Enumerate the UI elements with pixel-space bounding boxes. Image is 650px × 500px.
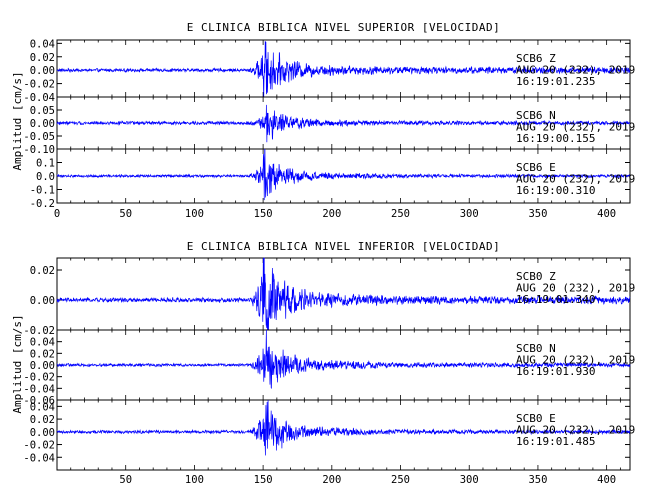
x-tick-label: 150 — [254, 208, 273, 220]
y-tick-label: -0.04 — [23, 92, 55, 104]
seismic-trace — [56, 148, 631, 201]
trace-start-time: 16:19:01.930 — [516, 365, 595, 378]
y-tick-label: 0.00 — [30, 427, 55, 439]
y-tick-label: -0.02 — [23, 79, 55, 91]
x-tick-label: 50 — [119, 208, 132, 220]
trace-start-time: 16:19:00.155 — [516, 132, 595, 145]
y-tick-label: -0.05 — [23, 131, 55, 143]
x-tick-label: 200 — [322, 208, 341, 220]
trace-start-time: 16:19:01.235 — [516, 75, 595, 88]
chart-title: E CLINICA BIBLICA NIVEL INFERIOR [VELOCI… — [187, 240, 500, 253]
y-tick-label: 0.02 — [30, 265, 55, 277]
x-tick-label: 50 — [119, 474, 132, 486]
trace-name: SCB0 E — [516, 412, 556, 425]
x-tick-label: 350 — [528, 474, 547, 486]
y-tick-label: 0.00 — [30, 360, 55, 372]
y-axis-label: Amplitud [cm/s] — [11, 314, 24, 413]
trace-name: SCB0 N — [516, 342, 556, 355]
trace-date: AUG 20 (232), 2019 — [516, 173, 635, 186]
trace-name: SCB6 Z — [516, 52, 556, 65]
seismic-trace — [56, 329, 631, 389]
x-tick-label: 250 — [391, 208, 410, 220]
y-tick-label: 0.0 — [36, 171, 55, 183]
x-tick-label: 400 — [597, 208, 616, 220]
y-tick-label: 0.00 — [30, 65, 55, 77]
y-tick-label: 0.05 — [30, 105, 55, 117]
trace-name: SCB0 Z — [516, 270, 556, 283]
seismic-trace — [56, 257, 631, 331]
y-tick-label: 0.04 — [30, 401, 55, 413]
x-tick-label: 300 — [460, 208, 479, 220]
x-tick-label: 100 — [185, 208, 204, 220]
y-tick-label: 0.00 — [30, 295, 55, 307]
y-tick-label: -0.02 — [23, 325, 55, 337]
panel-frame — [56, 399, 631, 471]
x-tick-label: 350 — [528, 208, 547, 220]
x-tick-label: 250 — [391, 474, 410, 486]
top-chart-group: E CLINICA BIBLICA NIVEL SUPERIOR [VELOCI… — [11, 21, 635, 220]
seismic-trace — [56, 40, 631, 98]
y-tick-label: 0.02 — [30, 52, 55, 64]
y-tick-label: -0.04 — [23, 452, 55, 464]
chart-title: E CLINICA BIBLICA NIVEL SUPERIOR [VELOCI… — [187, 21, 500, 34]
y-tick-label: -0.02 — [23, 372, 55, 384]
trace-date: AUG 20 (232), 2019 — [516, 282, 635, 295]
trace-date: AUG 20 (232), 2019 — [516, 121, 635, 134]
trace-date: AUG 20 (232), 2019 — [516, 354, 635, 367]
x-tick-label: 0 — [54, 208, 60, 220]
y-tick-label: 0.02 — [30, 348, 55, 360]
y-axis-label: Amplitud [cm/s] — [11, 71, 24, 170]
y-tick-label: -0.10 — [23, 144, 55, 156]
trace-date: AUG 20 (232), 2019 — [516, 64, 635, 77]
y-tick-label: 0.04 — [30, 337, 55, 349]
trace-date: AUG 20 (232), 2019 — [516, 424, 635, 437]
seismic-trace — [56, 104, 631, 143]
y-tick-label: -0.1 — [30, 185, 55, 197]
x-tick-label: 100 — [185, 474, 204, 486]
y-tick-label: -0.04 — [23, 383, 55, 395]
y-tick-label: 0.1 — [36, 158, 55, 170]
y-tick-label: 0.04 — [30, 38, 55, 50]
x-tick-label: 300 — [460, 474, 479, 486]
trace-start-time: 16:19:01.485 — [516, 435, 595, 448]
trace-name: SCB6 E — [516, 161, 556, 174]
seismic-trace — [56, 399, 631, 456]
y-tick-label: -0.02 — [23, 440, 55, 452]
y-tick-label: 0.02 — [30, 414, 55, 426]
bottom-chart-group: E CLINICA BIBLICA NIVEL INFERIOR [VELOCI… — [11, 240, 635, 486]
y-tick-label: -0.2 — [30, 198, 55, 210]
x-tick-label: 400 — [597, 474, 616, 486]
x-tick-label: 150 — [254, 474, 273, 486]
trace-name: SCB6 N — [516, 109, 556, 122]
trace-start-time: 16:19:01.340 — [516, 293, 595, 306]
y-tick-label: 0.00 — [30, 118, 55, 130]
y-tick-label: -0.06 — [23, 395, 55, 407]
x-tick-label: 200 — [322, 474, 341, 486]
trace-start-time: 16:19:00.310 — [516, 184, 595, 197]
